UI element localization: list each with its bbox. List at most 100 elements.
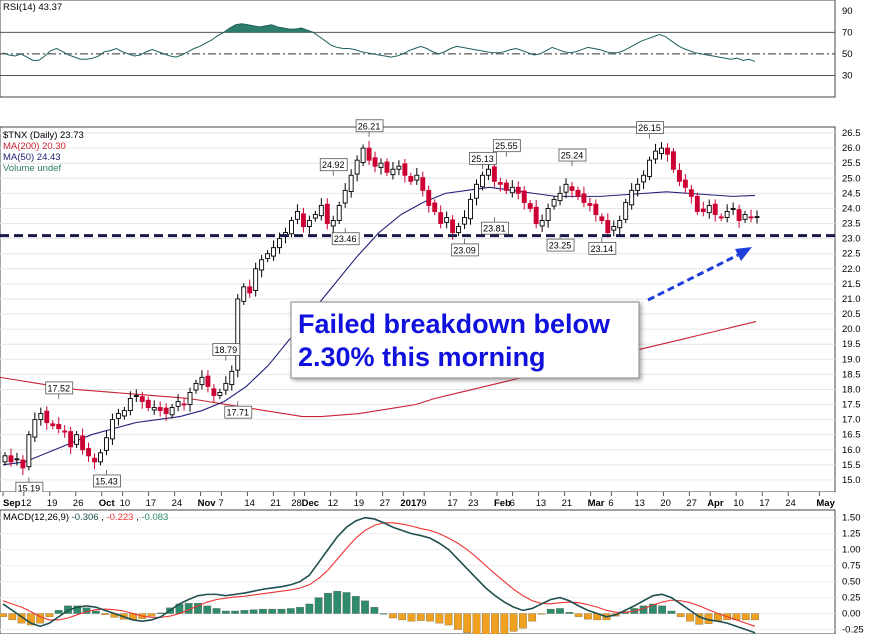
macd-tick-label: 1.00	[842, 545, 861, 556]
candle-body	[312, 214, 318, 219]
macd-hist-bar	[379, 613, 388, 615]
x-tick-label: 6	[510, 498, 515, 509]
macd-hist-bar	[426, 613, 434, 622]
x-tick-label: 17	[759, 498, 770, 509]
x-tick-label: 21	[270, 498, 281, 509]
candle-body	[163, 407, 169, 415]
candle-body	[718, 216, 724, 219]
price-annotation: 26.15	[638, 123, 661, 133]
candle-body	[670, 151, 676, 170]
macd-value: -0.306	[72, 512, 99, 523]
macd-hist-bar	[435, 613, 444, 624]
macd-hist-bar	[324, 592, 332, 614]
candle-body	[485, 168, 491, 176]
price-annotation: 18.79	[215, 345, 238, 355]
candle-body	[277, 238, 282, 249]
price-tick-label: 15.5	[842, 460, 861, 471]
macd-hist-bar	[528, 613, 537, 622]
candle-body	[635, 183, 641, 191]
candle-body	[151, 407, 157, 411]
macd-hist-bar	[481, 613, 490, 634]
price-tick-label: 20.5	[842, 309, 861, 320]
candle-body	[629, 189, 635, 206]
candle-body	[712, 203, 718, 215]
macd-hist-bar	[667, 610, 676, 614]
candle-body	[682, 179, 688, 188]
candle-body	[187, 392, 193, 405]
price-tick-label: 21.0	[842, 294, 861, 305]
candle-body	[587, 203, 593, 206]
macd-legend: MACD(12,26,9) -0.306 , -0.223 , -0.083	[3, 512, 168, 523]
candle-body	[74, 434, 80, 445]
x-tick-label: Feb	[494, 498, 511, 509]
macd-hist-bar	[491, 613, 499, 634]
candle-body	[527, 203, 533, 209]
x-tick-label: 20	[660, 498, 671, 509]
rsi-overbought-fill	[223, 23, 314, 33]
x-tick-label: 12	[328, 498, 339, 509]
candle-body	[139, 396, 145, 402]
macd-hist-bar	[249, 609, 258, 614]
macd-hist-bar	[259, 608, 267, 614]
price-tick-label: 26.0	[842, 143, 861, 154]
macd-hist-bar	[147, 613, 156, 617]
candle-body	[581, 193, 587, 203]
macd-hist-bar	[203, 605, 212, 614]
macd-hist-bar	[695, 613, 704, 625]
price-annotation: 23.14	[591, 244, 614, 254]
candle-body	[569, 186, 575, 191]
macd-hist-bar	[686, 613, 694, 622]
candle-body	[444, 217, 450, 223]
macd-hist-bar	[91, 610, 100, 614]
macd-hist-bar	[463, 613, 472, 633]
candle-body	[229, 370, 235, 386]
x-tick-label: 27	[380, 498, 391, 509]
candle-body	[306, 220, 312, 227]
macd-hist-bar	[584, 613, 592, 620]
macd-hist-bar	[574, 613, 583, 617]
macd-hist-bar	[741, 613, 750, 621]
x-tick-label: Mar	[588, 498, 605, 509]
candle-body	[50, 423, 56, 427]
macd-hist-bar	[221, 610, 230, 614]
candle-body	[247, 286, 253, 294]
candle-body	[294, 211, 300, 220]
x-tick-label: 14	[244, 498, 255, 509]
candle-body	[289, 220, 294, 235]
candle-body	[497, 182, 503, 185]
macd-hist-bar	[649, 603, 657, 614]
macd-hist-bar	[454, 613, 462, 630]
candle-body	[241, 286, 247, 302]
candle-body	[450, 219, 456, 234]
macd-hist-bar	[26, 613, 35, 626]
x-tick-label: 24	[172, 498, 183, 509]
price-tick-label: 16.0	[842, 445, 861, 456]
candle-body	[324, 203, 330, 224]
x-tick-label: 13	[536, 498, 547, 509]
candle-body	[414, 174, 420, 181]
candle-body	[235, 298, 241, 371]
macd-hist-bar	[370, 607, 379, 614]
candle-body	[127, 398, 133, 412]
callout-line-2: 2.30% this morning	[298, 342, 546, 372]
macd-hist-bar	[286, 608, 295, 614]
candle-body	[456, 226, 462, 234]
candle-body	[366, 147, 372, 161]
candle-body	[211, 388, 217, 396]
candle-body	[509, 186, 515, 194]
macd-tick-label: -0.25	[842, 625, 864, 634]
price-panel: 17.52 15.19 15.43 18.79 17.71 24.92 23.46 26.21…	[0, 119, 861, 495]
candle-body	[420, 177, 426, 191]
macd-hist-bar	[416, 613, 425, 621]
candle-body	[20, 459, 26, 469]
candle-body	[402, 163, 408, 176]
candle-body	[300, 213, 306, 227]
macd-hist-bar	[537, 613, 546, 615]
price-annotation-box	[588, 241, 617, 255]
price-annotation-box	[319, 158, 348, 172]
macd-hist-bar	[342, 592, 351, 614]
callout-box: Failed breakdown below 2.30% this mornin…	[290, 301, 640, 379]
macd-line	[2, 516, 756, 634]
macd-tick-label: 0.25	[842, 593, 861, 604]
price-annotation: 15.43	[95, 476, 118, 486]
